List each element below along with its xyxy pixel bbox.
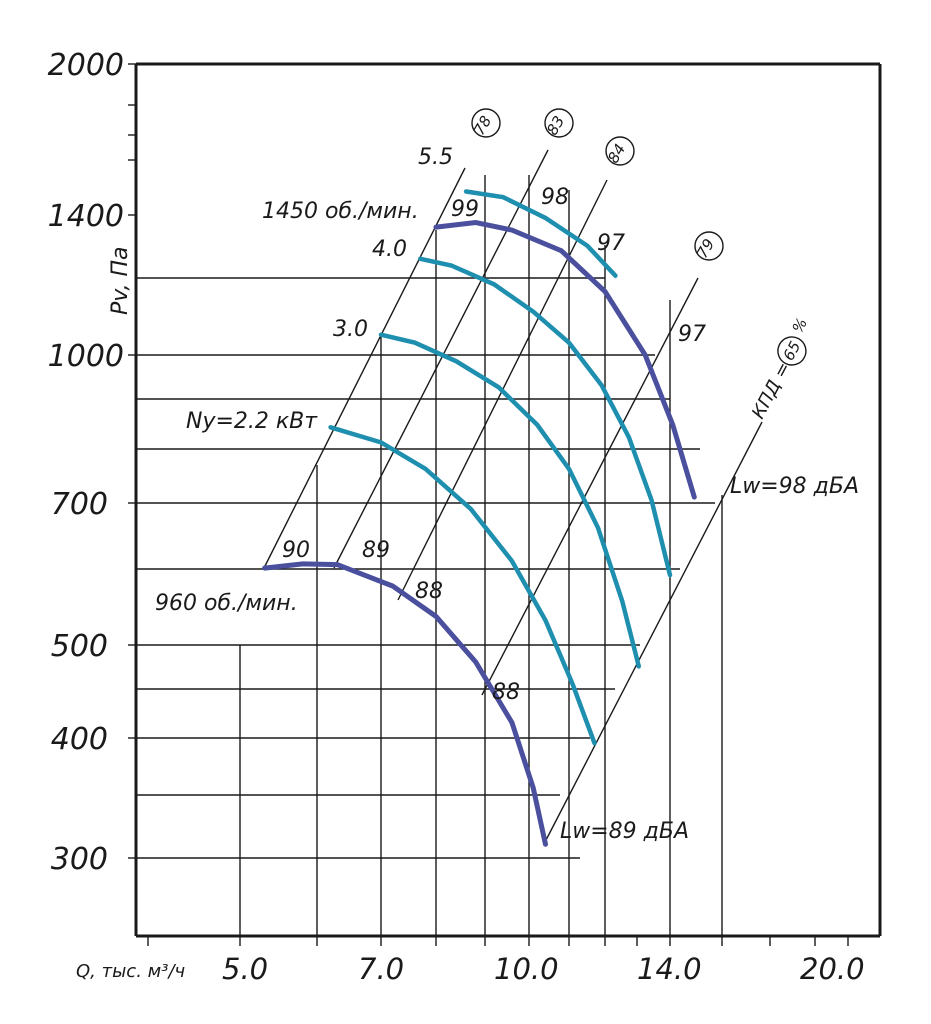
noise-value-88-b: 88 xyxy=(492,680,520,705)
noise-value-88-a: 88 xyxy=(415,579,443,604)
x-tick-label-20: 20.0 xyxy=(800,952,865,986)
y-tick-label-400: 400 xyxy=(51,722,108,757)
noise-label-98: Lw=98 дБА xyxy=(730,474,859,499)
x-tick-label-14: 14.0 xyxy=(637,952,702,986)
y-tick-label-500: 500 xyxy=(51,629,108,664)
efficiency-circle-79: 79 xyxy=(693,231,724,261)
plot-frame xyxy=(134,62,882,938)
x-tick-label-10: 10.0 xyxy=(494,952,559,986)
x-tick-label-5: 5.0 xyxy=(222,952,268,986)
speed-label-960: 960 об./мин. xyxy=(155,591,298,616)
x-tick-marks xyxy=(147,936,849,946)
y-axis-label: Pv, Па xyxy=(108,246,133,315)
y-tick-labels: 2000 1400 1000 700 500 400 300 xyxy=(48,48,124,877)
power-curve-5-5 xyxy=(463,189,618,278)
noise-value-98: 98 xyxy=(541,185,569,210)
noise-diagonals xyxy=(263,149,763,843)
efficiency-label: КПД = 65 % xyxy=(748,315,811,423)
efficiency-circle-65-text: 65 xyxy=(779,338,804,363)
noise-value-90: 90 xyxy=(282,538,310,563)
power-label-2-2: Ny=2.2 кВт xyxy=(186,409,318,434)
power-label-4-0: 4.0 xyxy=(372,237,407,262)
vertical-gridlines xyxy=(239,175,723,936)
efficiency-circle-65 xyxy=(777,336,807,366)
y-tick-marks xyxy=(128,63,136,859)
efficiency-label-text: КПД xyxy=(748,377,786,423)
horizontal-gridlines xyxy=(136,277,715,859)
efficiency-circle-78: 78 xyxy=(470,108,501,138)
x-tick-label-7: 7.0 xyxy=(358,952,404,986)
noise-value-97-a: 97 xyxy=(597,231,625,256)
y-tick-label-300: 300 xyxy=(51,842,108,877)
y-tick-label-1000: 1000 xyxy=(48,339,124,374)
noise-value-97-b: 97 xyxy=(678,322,706,347)
speed-curve-960 xyxy=(262,561,548,847)
y-tick-label-700: 700 xyxy=(51,487,108,522)
y-tick-label-1400: 1400 xyxy=(48,199,124,234)
power-curve-2-2 xyxy=(328,425,597,746)
power-label-3-0: 3.0 xyxy=(333,317,368,342)
noise-label-89: Lw=89 дБА xyxy=(560,819,689,844)
efficiency-unit: % xyxy=(788,315,811,336)
efficiency-circle-83: 83 xyxy=(543,108,574,138)
x-tick-labels: 5.0 7.0 10.0 14.0 20.0 xyxy=(222,952,865,986)
efficiency-circle-84: 84 xyxy=(604,136,635,166)
y-tick-label-2000: 2000 xyxy=(48,48,124,83)
speed-label-1450: 1450 об./мин. xyxy=(262,199,419,224)
x-axis-label: Q, тыс. м³/ч xyxy=(76,961,185,982)
power-curve-3-0 xyxy=(378,332,642,669)
curves xyxy=(262,189,697,847)
noise-value-99: 99 xyxy=(451,197,479,222)
power-label-5-5: 5.5 xyxy=(418,145,453,170)
noise-value-89: 89 xyxy=(362,538,390,563)
speed-curve-1450 xyxy=(433,219,697,500)
power-curve-4-0 xyxy=(418,256,673,578)
